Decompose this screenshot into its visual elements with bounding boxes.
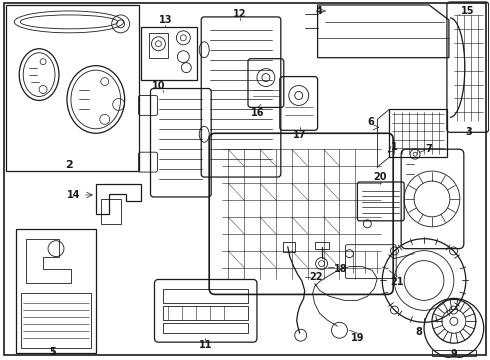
Text: 19: 19	[351, 333, 364, 343]
Bar	[6, 5, 139, 171]
Text: 9: 9	[450, 349, 457, 359]
Text: 3: 3	[466, 127, 472, 137]
Bar	[141, 27, 197, 80]
Bar	[389, 109, 447, 157]
Bar	[164, 289, 248, 303]
Text: 15: 15	[461, 6, 474, 16]
Text: 2: 2	[65, 160, 73, 170]
Text: 1: 1	[391, 142, 398, 152]
Text: 13: 13	[159, 15, 172, 25]
Text: 14: 14	[68, 190, 81, 200]
Text: 21: 21	[391, 278, 404, 288]
Bar	[101, 199, 121, 224]
Bar	[432, 350, 476, 356]
Bar	[164, 306, 248, 320]
Text: 4: 4	[316, 6, 322, 16]
Bar	[21, 293, 91, 348]
Text: 10: 10	[152, 81, 165, 91]
Text: 16: 16	[251, 108, 265, 118]
Text: 11: 11	[198, 340, 212, 350]
Bar	[148, 33, 169, 58]
Bar	[283, 242, 294, 252]
Text: 20: 20	[373, 172, 387, 182]
Text: 7: 7	[425, 144, 432, 154]
Text: 6: 6	[368, 117, 374, 127]
Bar	[315, 242, 329, 249]
Text: 18: 18	[334, 264, 347, 274]
Text: 17: 17	[293, 130, 306, 140]
Text: 8: 8	[416, 327, 422, 337]
Text: 5: 5	[49, 347, 56, 357]
Text: 22: 22	[310, 271, 323, 282]
Bar	[164, 323, 248, 333]
Text: 12: 12	[233, 9, 247, 19]
